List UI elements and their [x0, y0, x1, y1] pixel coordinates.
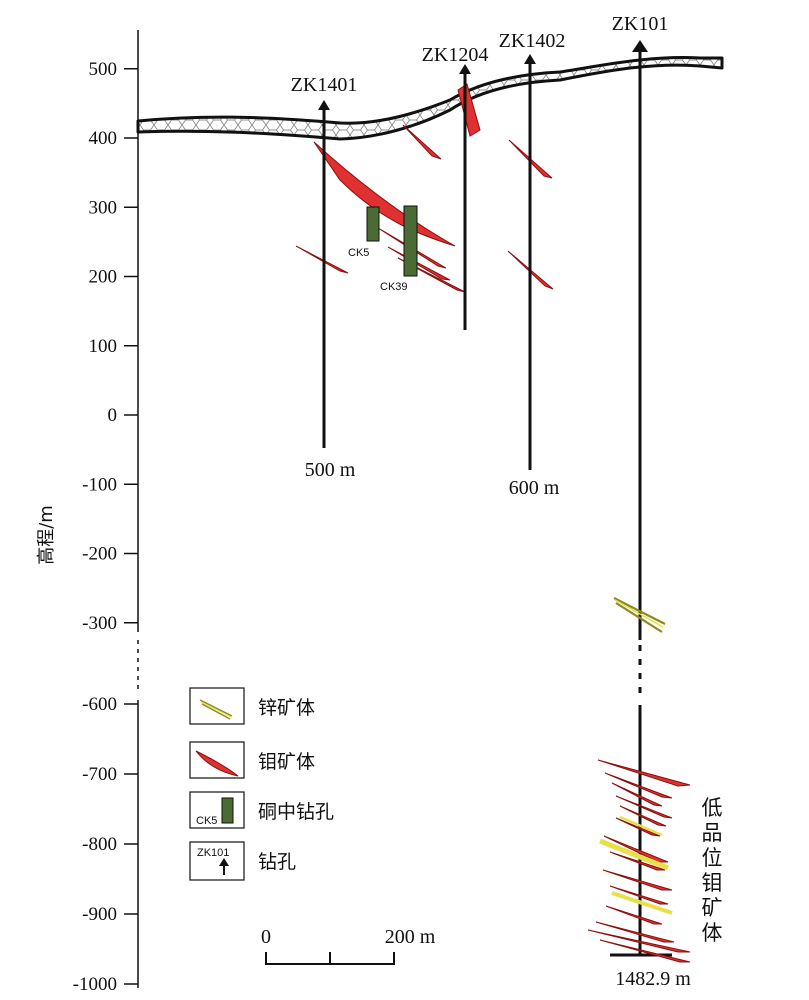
- borehole-zk1401-depth: 500 m: [305, 459, 356, 481]
- moly-orebodies-lowgrade: [587, 759, 691, 963]
- legend-zinc-label: 锌矿体: [258, 697, 315, 719]
- annotation-char-1: 低: [702, 796, 723, 820]
- legend-zinc: 锌矿体: [189, 687, 315, 725]
- y-tick-label: 400: [89, 128, 118, 149]
- borehole-zk1402-depth: 600 m: [509, 477, 560, 499]
- y-tick-label: 300: [89, 197, 118, 218]
- y-axis: 500 400 300 200 100 0 -100 -200 -300 -600 -700 -800…: [36, 30, 139, 995]
- surface-layer: [136, 56, 724, 141]
- borehole-zk101: ZK101 1482.9 m: [610, 13, 691, 990]
- legend-copper-drill: CK5 硐中钻孔: [189, 791, 334, 829]
- drillhole-ck5-bar: [366, 206, 380, 242]
- annotation-char-5: 矿: [702, 896, 723, 920]
- lowgrade-moly-annotation: 低 品 位 钼 矿 体: [702, 796, 723, 945]
- legend-copper-drill-label: 硐中钻孔: [258, 801, 334, 823]
- y-tick-label: 200: [89, 267, 118, 288]
- borehole-zk1204: ZK1204: [422, 44, 489, 330]
- scale-end-label: 200 m: [385, 926, 436, 948]
- drillhole-ck5-label: CK5: [348, 247, 369, 259]
- borehole-zk1401: ZK1401 500 m: [291, 74, 358, 481]
- borehole-zk1204-label: ZK1204: [422, 44, 489, 66]
- y-tick-label: 100: [89, 336, 118, 357]
- y-tick-label: -300: [82, 613, 117, 634]
- annotation-char-4: 钼: [702, 871, 723, 895]
- drillhole-ck39-label: CK39: [380, 281, 408, 293]
- borehole-zk1402: ZK1402 600 m: [499, 30, 566, 499]
- scale-bar: 0 200 m: [261, 926, 436, 965]
- legend: 锌矿体 钼矿体 CK5 硐中钻孔 ZK101 钻孔: [189, 687, 334, 881]
- scale-start-label: 0: [261, 926, 271, 948]
- y-tick-label: -600: [82, 694, 117, 715]
- legend-drill-sample: ZK101: [197, 847, 229, 859]
- y-tick-label: -100: [82, 474, 117, 495]
- legend-copper-drill-sample: CK5: [196, 815, 217, 827]
- annotation-char-6: 体: [702, 921, 723, 945]
- legend-drill: ZK101 钻孔: [189, 841, 296, 881]
- y-tick-label: -1000: [73, 974, 117, 995]
- y-axis-label: 高程/m: [36, 505, 57, 565]
- y-tick-label: -700: [82, 764, 117, 785]
- y-tick-label: 0: [108, 405, 118, 426]
- borehole-zk101-label: ZK101: [612, 13, 669, 35]
- legend-moly-label: 钼矿体: [258, 751, 315, 773]
- borehole-zk1401-label: ZK1401: [291, 74, 358, 96]
- borehole-zk1402-label: ZK1402: [499, 30, 566, 52]
- legend-moly: 钼矿体: [189, 741, 315, 779]
- y-tick-label: 500: [89, 59, 118, 80]
- zinc-orebodies-lowgrade: [599, 815, 673, 915]
- y-tick-label: -800: [82, 834, 117, 855]
- annotation-char-2: 品: [702, 821, 723, 845]
- drillhole-ck39-bar: [403, 205, 418, 277]
- zinc-orebody-upper: [613, 597, 666, 633]
- y-tick-label: -900: [82, 904, 117, 925]
- borehole-zk101-depth: 1482.9 m: [615, 968, 691, 990]
- y-tick-label: -200: [82, 544, 117, 565]
- legend-drill-label: 钻孔: [258, 851, 296, 873]
- copper-drillholes: CK5 CK39: [348, 205, 418, 293]
- annotation-char-3: 位: [702, 846, 723, 870]
